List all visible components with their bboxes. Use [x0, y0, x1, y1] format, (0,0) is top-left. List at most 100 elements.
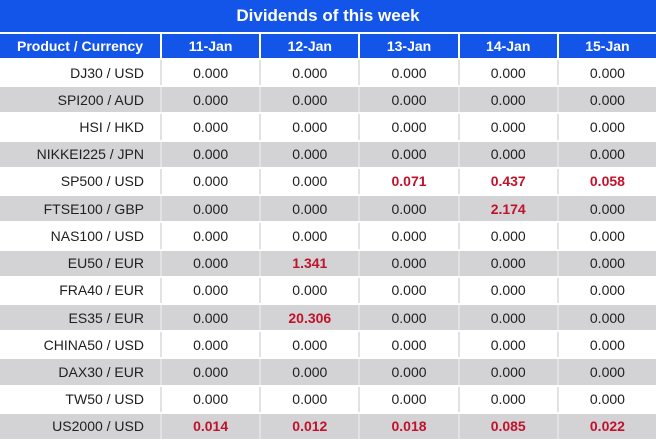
value-cell: 0.000 — [160, 332, 259, 358]
header-cell-date-4: 14-Jan — [457, 34, 557, 58]
value-cell: 0.000 — [259, 168, 358, 195]
value-cell: 0.000 — [457, 359, 557, 385]
value-cell: 0.000 — [556, 250, 656, 276]
product-cell: SP500 / USD — [60, 173, 144, 190]
value-cell: 0.058 — [556, 168, 656, 195]
table-row: DAX30 / EUR 0.000 0.000 0.000 0.000 0.000 — [0, 359, 656, 385]
value-cell: 0.000 — [259, 60, 358, 86]
value-cell: 0.000 — [259, 359, 358, 385]
value-cell: 0.000 — [556, 141, 656, 167]
product-cell: NAS100 / USD — [50, 227, 144, 244]
value-cell: 0.000 — [160, 60, 259, 86]
table-row: SPI200 / AUD 0.000 0.000 0.000 0.000 0.000 — [0, 87, 656, 113]
value-cell: 0.437 — [457, 168, 557, 195]
value-cell: 0.000 — [457, 277, 557, 303]
value-cell: 0.000 — [457, 114, 557, 140]
value-cell: 0.000 — [160, 114, 259, 140]
value-cell: 0.000 — [556, 114, 656, 140]
value-cell: 0.000 — [358, 196, 457, 222]
product-cell: DAX30 / EUR — [58, 364, 144, 381]
value-cell: 0.000 — [259, 332, 358, 358]
table-row: TW50 / USD 0.000 0.000 0.000 0.000 0.000 — [0, 386, 656, 412]
value-cell: 0.000 — [160, 141, 259, 167]
table-row: ES35 / EUR 0.000 20.306 0.000 0.000 0.000 — [0, 304, 656, 331]
value-cell: 0.000 — [358, 87, 457, 113]
header-cell-date-1: 11-Jan — [160, 34, 260, 58]
value-cell: 0.000 — [160, 359, 259, 385]
product-cell: SPI200 / AUD — [57, 91, 144, 108]
header-row: Product / Currency 11-Jan 12-Jan 13-Jan … — [0, 34, 656, 58]
table-row: FRA40 / EUR 0.000 0.000 0.000 0.000 0.000 — [0, 277, 656, 303]
value-cell: 0.000 — [160, 223, 259, 249]
product-cell: FRA40 / EUR — [59, 282, 144, 299]
value-cell: 0.000 — [160, 196, 259, 222]
value-cell: 0.000 — [457, 60, 557, 86]
value-cell: 20.306 — [259, 304, 358, 331]
value-cell: 0.000 — [457, 332, 557, 358]
header-cell-date-3: 13-Jan — [358, 34, 458, 58]
value-cell: 0.000 — [556, 304, 656, 331]
value-cell: 0.000 — [259, 114, 358, 140]
value-cell: 0.000 — [358, 114, 457, 140]
value-cell: 0.000 — [259, 196, 358, 222]
header-cell-date-5: 15-Jan — [556, 34, 656, 58]
table-row: FTSE100 / GBP 0.000 0.000 0.000 2.174 0.000 — [0, 196, 656, 222]
value-cell: 0.000 — [259, 386, 358, 412]
value-cell: 0.000 — [160, 304, 259, 331]
value-cell: 0.012 — [259, 413, 358, 440]
value-cell: 0.000 — [259, 277, 358, 303]
header-cell-date-2: 12-Jan — [259, 34, 359, 58]
value-cell: 0.000 — [358, 60, 457, 86]
table-row: US2000 / USD 0.014 0.012 0.018 0.085 0.022 — [0, 413, 656, 440]
value-cell: 0.000 — [556, 386, 656, 412]
product-cell: DJ30 / USD — [70, 64, 144, 81]
value-cell: 0.000 — [457, 223, 557, 249]
value-cell: 0.000 — [259, 87, 358, 113]
value-cell: 0.000 — [556, 277, 656, 303]
value-cell: 0.000 — [259, 223, 358, 249]
value-cell: 0.000 — [457, 304, 557, 331]
value-cell: 2.174 — [457, 196, 557, 222]
value-cell: 0.000 — [160, 250, 259, 276]
value-cell: 1.341 — [259, 250, 358, 276]
value-cell: 0.000 — [358, 277, 457, 303]
value-cell: 0.000 — [160, 87, 259, 113]
table-row: SP500 / USD 0.000 0.000 0.071 0.437 0.058 — [0, 168, 656, 195]
value-cell: 0.000 — [358, 332, 457, 358]
value-cell: 0.000 — [457, 386, 557, 412]
header-cell-product: Product / Currency — [0, 34, 160, 58]
value-cell: 0.000 — [259, 141, 358, 167]
value-cell: 0.000 — [358, 359, 457, 385]
table-row: DJ30 / USD 0.000 0.000 0.000 0.000 0.000 — [0, 60, 656, 86]
value-cell: 0.000 — [457, 250, 557, 276]
value-cell: 0.022 — [556, 413, 656, 440]
product-cell: US2000 / USD — [52, 418, 144, 435]
value-cell: 0.000 — [160, 386, 259, 412]
table-row: NAS100 / USD 0.000 0.000 0.000 0.000 0.000 — [0, 223, 656, 249]
value-cell: 0.000 — [358, 223, 457, 249]
value-cell: 0.071 — [358, 168, 457, 195]
product-cell: CHINA50 / USD — [43, 336, 144, 353]
value-cell: 0.000 — [457, 141, 557, 167]
value-cell: 0.000 — [556, 332, 656, 358]
value-cell: 0.000 — [358, 141, 457, 167]
product-cell: EU50 / EUR — [67, 255, 144, 272]
value-cell: 0.000 — [556, 60, 656, 86]
value-cell: 0.000 — [556, 87, 656, 113]
value-cell: 0.000 — [556, 359, 656, 385]
table-row: EU50 / EUR 0.000 1.341 0.000 0.000 0.000 — [0, 250, 656, 276]
product-cell: FTSE100 / GBP — [43, 200, 144, 217]
table-row: NIKKEI225 / JPN 0.000 0.000 0.000 0.000 0.00… — [0, 141, 656, 167]
value-cell: 0.000 — [160, 168, 259, 195]
product-cell: TW50 / USD — [65, 391, 144, 408]
product-cell: ES35 / EUR — [68, 309, 144, 326]
table-row: HSI / HKD 0.000 0.000 0.000 0.000 0.000 — [0, 114, 656, 140]
value-cell: 0.000 — [358, 304, 457, 331]
value-cell: 0.000 — [358, 386, 457, 412]
value-cell: 0.018 — [358, 413, 457, 440]
table-title: Dividends of this week — [0, 0, 656, 32]
value-cell: 0.000 — [457, 87, 557, 113]
product-cell: NIKKEI225 / JPN — [36, 146, 144, 163]
value-cell: 0.000 — [358, 250, 457, 276]
